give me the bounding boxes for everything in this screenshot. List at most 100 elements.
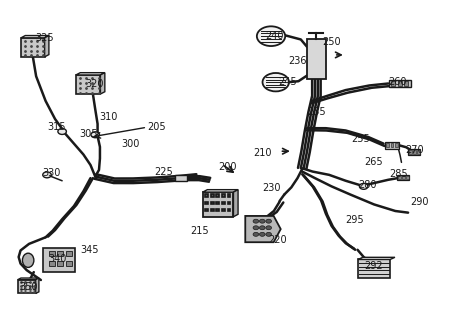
Bar — [392, 81, 395, 86]
Polygon shape — [36, 278, 39, 293]
Bar — [398, 81, 401, 86]
Polygon shape — [245, 216, 281, 242]
Circle shape — [253, 232, 259, 236]
Text: 340: 340 — [48, 254, 66, 264]
Bar — [57, 261, 63, 266]
Bar — [66, 261, 72, 266]
Text: 270: 270 — [405, 145, 424, 155]
Bar — [203, 192, 234, 217]
Text: 330: 330 — [43, 168, 61, 178]
Text: 265: 265 — [365, 157, 383, 167]
Bar — [391, 143, 393, 147]
Circle shape — [253, 219, 259, 223]
Bar — [211, 209, 214, 211]
Bar — [57, 251, 63, 256]
Text: 325: 325 — [35, 33, 54, 44]
Text: 285: 285 — [389, 169, 408, 179]
Circle shape — [43, 172, 51, 178]
Text: 345: 345 — [80, 246, 99, 255]
Bar — [413, 150, 416, 154]
Bar — [175, 175, 187, 181]
Circle shape — [259, 226, 265, 230]
Bar — [49, 251, 55, 256]
Bar — [49, 261, 55, 266]
Text: 292: 292 — [365, 261, 383, 271]
Circle shape — [91, 132, 100, 138]
Text: 210: 210 — [254, 148, 272, 157]
Bar — [228, 202, 230, 204]
Bar — [406, 176, 409, 179]
Polygon shape — [76, 73, 105, 75]
Bar — [402, 176, 405, 179]
Polygon shape — [18, 278, 39, 280]
Bar — [217, 202, 219, 204]
Ellipse shape — [22, 253, 34, 267]
Text: 295: 295 — [345, 215, 364, 225]
Circle shape — [263, 73, 289, 91]
Bar — [66, 251, 72, 256]
Bar — [18, 280, 36, 293]
Bar — [386, 143, 389, 147]
Text: 235: 235 — [307, 108, 326, 117]
Polygon shape — [45, 36, 49, 57]
Circle shape — [253, 226, 259, 230]
Bar — [398, 175, 409, 180]
Bar — [228, 209, 230, 211]
Bar — [211, 202, 214, 204]
Bar — [211, 194, 214, 197]
Text: 310: 310 — [99, 112, 118, 122]
Bar — [222, 209, 225, 211]
Text: 245: 245 — [279, 77, 297, 87]
Bar — [404, 81, 408, 86]
Bar — [205, 209, 208, 211]
Bar — [76, 75, 100, 94]
Circle shape — [259, 232, 265, 236]
Bar — [358, 259, 390, 278]
Text: 255: 255 — [351, 134, 370, 144]
Circle shape — [359, 183, 368, 189]
Polygon shape — [358, 257, 395, 259]
Bar — [395, 143, 398, 147]
Bar — [409, 150, 412, 154]
Bar — [217, 194, 219, 197]
Text: 280: 280 — [358, 181, 377, 190]
Bar — [217, 209, 219, 211]
Circle shape — [266, 226, 272, 230]
Text: 236: 236 — [288, 56, 307, 66]
Circle shape — [266, 219, 272, 223]
Bar — [398, 176, 401, 179]
Text: 225: 225 — [155, 167, 173, 177]
Bar — [43, 248, 75, 272]
Circle shape — [266, 232, 272, 236]
Polygon shape — [100, 73, 105, 94]
Text: 250: 250 — [322, 37, 341, 47]
Text: 305: 305 — [79, 129, 97, 139]
Bar — [385, 142, 399, 148]
Text: 290: 290 — [410, 197, 428, 207]
Bar — [307, 40, 326, 79]
Text: 205: 205 — [147, 122, 166, 132]
Text: 215: 215 — [190, 226, 209, 236]
Text: 315: 315 — [47, 122, 66, 132]
Bar — [21, 38, 45, 57]
Text: 260: 260 — [388, 77, 407, 87]
Text: 350: 350 — [19, 281, 37, 292]
Bar — [228, 194, 230, 197]
Bar — [389, 80, 411, 87]
Text: 230: 230 — [262, 183, 280, 193]
Polygon shape — [234, 190, 238, 217]
Text: 220: 220 — [268, 235, 286, 245]
Text: 320: 320 — [85, 80, 103, 89]
Bar — [408, 149, 420, 155]
Circle shape — [58, 128, 66, 134]
Bar — [205, 194, 208, 197]
Bar — [205, 202, 208, 204]
Bar — [222, 202, 225, 204]
Circle shape — [259, 219, 265, 223]
Text: 300: 300 — [121, 139, 140, 148]
Circle shape — [257, 26, 285, 46]
Bar — [417, 150, 419, 154]
Polygon shape — [21, 36, 49, 38]
Polygon shape — [203, 190, 238, 192]
Bar — [222, 194, 225, 197]
